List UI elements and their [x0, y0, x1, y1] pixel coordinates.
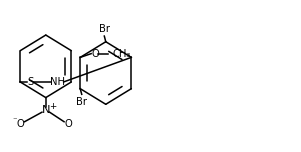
Text: O: O [91, 49, 99, 59]
Text: S: S [27, 77, 34, 87]
Text: ⁻: ⁻ [12, 116, 17, 125]
Text: N: N [42, 105, 50, 115]
Text: +: + [49, 102, 56, 111]
Text: O: O [64, 119, 72, 129]
Text: NH: NH [50, 77, 65, 87]
Text: O: O [17, 119, 25, 129]
Text: Br: Br [76, 97, 87, 107]
Text: Br: Br [99, 24, 110, 34]
Text: CH₃: CH₃ [113, 49, 131, 59]
